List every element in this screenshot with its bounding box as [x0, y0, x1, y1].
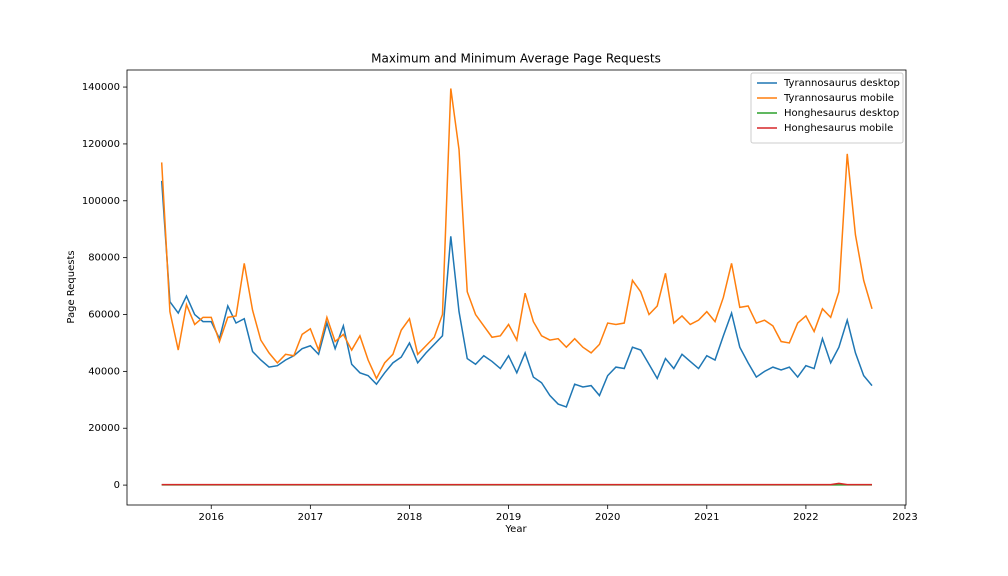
y-tick-label: 60000 [88, 310, 120, 321]
y-tick-label: 0 [114, 480, 120, 491]
series-line [160, 88, 873, 381]
x-tick-label: 2017 [298, 512, 323, 523]
legend-label: Tyrannosaurus mobile [783, 93, 894, 104]
y-tick-label: 40000 [88, 366, 120, 377]
legend-label: Honghesaurus desktop [784, 108, 899, 119]
x-tick-label: 2018 [397, 512, 422, 523]
y-tick-label: 100000 [82, 196, 120, 207]
y-tick-label: 80000 [88, 253, 120, 264]
legend-box [750, 72, 904, 144]
y-axis-label: Page Requests [66, 250, 77, 323]
y-tick-label: 20000 [88, 423, 120, 434]
chart-title: Maximum and Minimum Average Page Request… [371, 52, 661, 66]
x-tick-label: 2021 [694, 512, 719, 523]
legend-label: Honghesaurus mobile [784, 123, 893, 134]
x-tick-label: 2022 [793, 512, 818, 523]
x-axis-label: Year [504, 524, 527, 535]
series-line [161, 482, 873, 486]
y-tick-label: 120000 [82, 139, 120, 150]
legend-label: Tyrannosaurus desktop [783, 78, 900, 89]
y-tick-label: 140000 [82, 82, 120, 93]
x-tick-label: 2019 [496, 512, 521, 523]
x-tick-label: 2016 [199, 512, 224, 523]
legend: Tyrannosaurus desktop Tyrannosaurus mobil… [750, 72, 904, 144]
x-tick-label: 2020 [595, 512, 620, 523]
axes-frame [126, 69, 907, 506]
x-tick-label: 2023 [892, 512, 917, 523]
series-line [160, 180, 873, 408]
